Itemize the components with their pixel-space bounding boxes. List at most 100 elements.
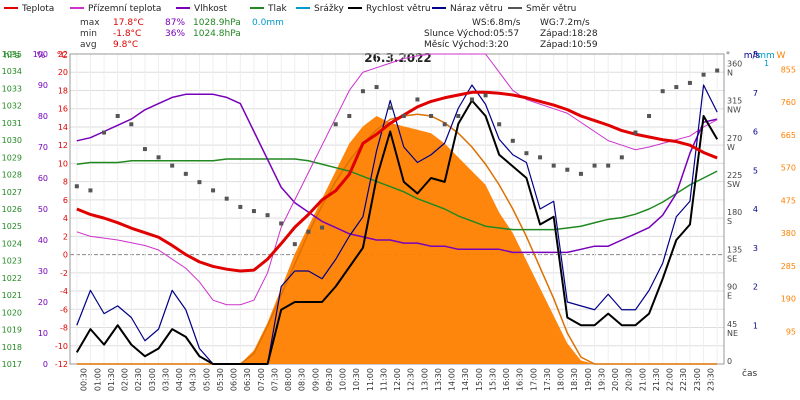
stats-min-temp: -1.8°C	[113, 29, 141, 39]
info-wind-speed: WS:6.8m/s	[472, 18, 521, 28]
solar-tick-label: 760	[781, 98, 796, 107]
direction-tick-label: 90	[727, 283, 737, 292]
info-moonset: Západ:10:59	[540, 40, 598, 50]
temperature-tick-label: -2	[60, 269, 68, 278]
direction-tick-label: 0	[727, 357, 732, 366]
wind-direction-point	[88, 188, 93, 193]
pressure-tick-label: 1022	[2, 274, 22, 283]
wind-direction-point	[415, 97, 420, 102]
wind-tick-label: 5	[753, 166, 758, 175]
wind-direction-point	[401, 114, 406, 118]
time-tick-label: 23:00	[693, 368, 702, 391]
time-tick-label: 13:30	[434, 368, 443, 391]
wind-direction-point	[292, 242, 297, 247]
time-tick-label: 22:00	[666, 368, 675, 391]
legend-label-direction: Směr větru	[526, 4, 576, 14]
time-tick-label: 17:30	[543, 368, 552, 391]
time-tick-label: 16:00	[502, 368, 511, 391]
time-tick-label: 15:30	[488, 368, 497, 391]
time-tick-label: 21:00	[638, 368, 647, 391]
temperature-tick-label: 4	[63, 214, 68, 223]
time-tick-label: 13:00	[420, 368, 429, 391]
time-tick-label: 08:00	[284, 368, 293, 391]
series-apparent-temperature-line	[76, 53, 718, 306]
time-tick-label: 11:00	[366, 368, 375, 391]
direction-compass-label: E	[727, 292, 732, 301]
time-tick-label: 17:00	[529, 368, 538, 391]
pressure-tick-label: 1035	[2, 50, 22, 59]
stats-min-hum: 36%	[165, 29, 185, 39]
wind-direction-point	[197, 180, 202, 185]
info-sunrise: Slunce Východ:05:57	[424, 29, 519, 39]
solar-tick-label: 570	[781, 164, 796, 173]
series-humidity-line	[76, 93, 718, 254]
direction-tick-label: 315	[727, 97, 742, 106]
legend: Teplota Přízemní teplota Vlhkost Tlak Srážky…	[4, 4, 576, 14]
direction-tick-label: 45	[727, 320, 737, 329]
temperature-tick-label: 2	[63, 232, 68, 241]
time-tick-label: 16:30	[516, 368, 525, 391]
pressure-tick-label: 1024	[2, 239, 22, 248]
direction-compass-label: NE	[727, 329, 738, 338]
wind-direction-point	[102, 130, 107, 135]
temperature-tick-label: 14	[58, 123, 68, 132]
wind-direction-point	[224, 196, 229, 201]
pressure-tick-label: 1018	[2, 343, 22, 352]
solar-tick-label: 475	[781, 196, 796, 205]
series-temperature-line	[76, 90, 718, 273]
wind-direction-point	[633, 130, 638, 135]
direction-compass-label: S	[727, 217, 732, 226]
temperature-tick-label: 0	[63, 251, 68, 260]
temperature-unit-label: °C	[57, 51, 68, 61]
time-tick-label: 07:00	[257, 368, 266, 391]
info-sunset: Západ:18:28	[540, 29, 598, 39]
pressure-tick-label: 1034	[2, 67, 22, 76]
solar-tick-label: 380	[781, 229, 796, 238]
direction-tick-label: 270	[727, 134, 742, 143]
wind-direction-point	[211, 188, 216, 193]
wind-direction-point	[551, 163, 556, 168]
pressure-tick-label: 1026	[2, 205, 22, 214]
wind-direction-point	[660, 89, 665, 94]
temperature-tick-label: 10	[58, 159, 68, 168]
humidity-tick-label: 20	[38, 298, 48, 307]
temperature-tick-label: 8	[63, 178, 68, 187]
time-tick-label: 00:30	[80, 368, 89, 391]
humidity-tick-label: 90	[38, 81, 48, 90]
info-wind-gust: WG:7.2m/s	[540, 18, 590, 28]
solar-layer	[76, 113, 718, 365]
humidity-unit-label: %	[37, 51, 46, 61]
pressure-tick-label: 1020	[2, 308, 22, 317]
time-tick-label: 06:00	[230, 368, 239, 391]
pressure-unit-label: hPa	[4, 51, 20, 61]
wind-tick-label: 2	[753, 283, 758, 292]
pressure-tick-label: 1021	[2, 291, 22, 300]
wind-tick-label: 3	[753, 244, 758, 253]
wind-tick-label: 7	[753, 89, 758, 98]
legend-label-temperature: Teplota	[21, 4, 54, 14]
precip-unit-label: mm	[757, 51, 775, 61]
time-tick-label: 21:30	[652, 368, 661, 391]
time-axis-label: čas	[742, 368, 757, 379]
pressure-tick-label: 1032	[2, 102, 22, 111]
time-tick-label: 09:30	[325, 368, 334, 391]
time-tick-label: 11:30	[379, 368, 388, 391]
stats-max-precip: 0.0mm	[252, 18, 284, 28]
temperature-tick-label: -10	[55, 342, 68, 351]
direction-unit-label: °	[726, 51, 731, 61]
pressure-tick-label: 1019	[2, 326, 22, 335]
wind-direction-point	[647, 114, 652, 118]
wind-direction-point	[156, 155, 161, 160]
legend-label-humidity: Vlhkost	[194, 4, 227, 14]
wind-direction-point	[483, 93, 488, 98]
series-wind-speed-line	[75, 99, 719, 365]
direction-compass-label: NW	[727, 106, 741, 115]
time-tick-label: 01:00	[93, 368, 102, 391]
time-tick-label: 12:00	[393, 368, 402, 391]
legend-label-wind: Rychlost větru	[366, 4, 431, 14]
wind-direction-point	[565, 167, 570, 172]
time-tick-label: 14:00	[448, 368, 457, 391]
series-solar-area	[76, 116, 718, 364]
axes: 1017101810191020102110221023102410251026…	[2, 50, 796, 391]
